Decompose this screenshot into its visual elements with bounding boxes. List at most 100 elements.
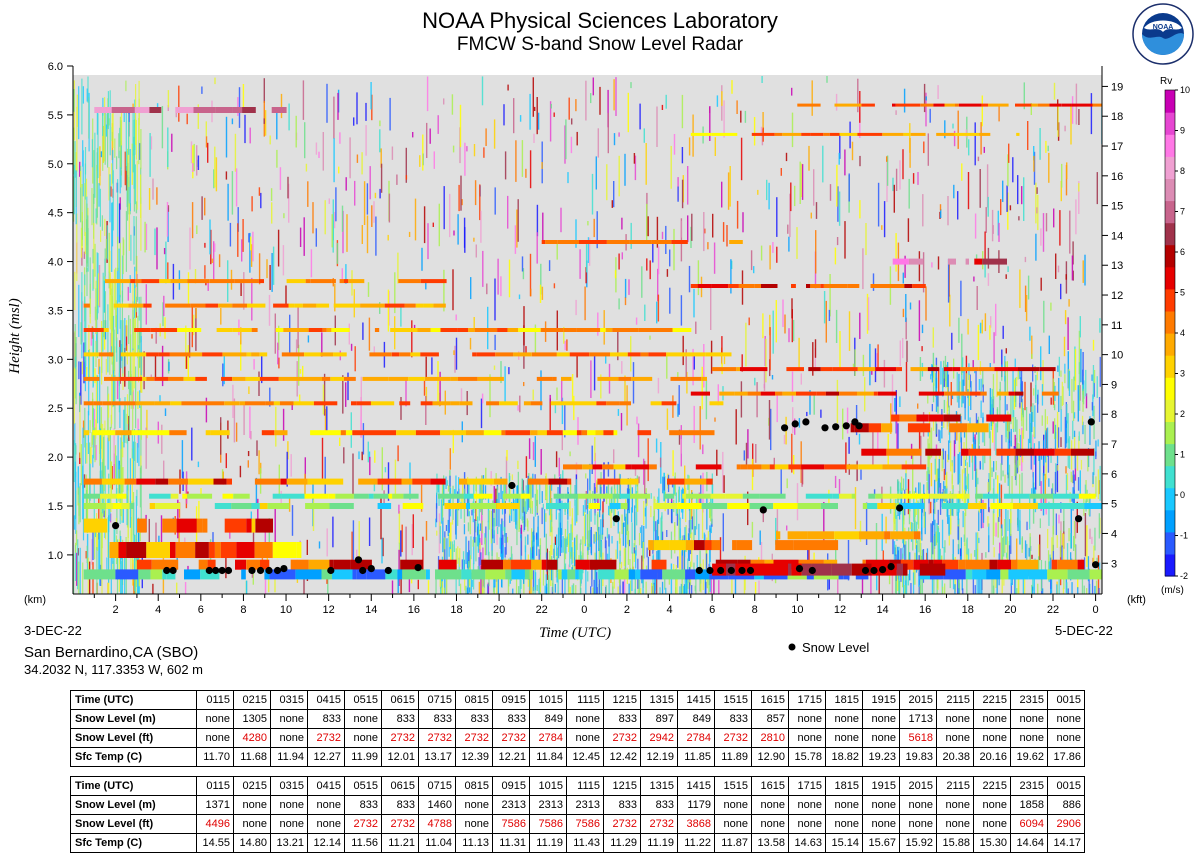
velocity-streak bbox=[197, 104, 199, 129]
velocity-streak bbox=[812, 342, 814, 376]
velocity-streak bbox=[73, 127, 75, 175]
velocity-streak bbox=[1016, 376, 1018, 387]
velocity-streak bbox=[394, 272, 396, 314]
velocity-streak bbox=[992, 585, 995, 594]
velocity-streak bbox=[666, 530, 668, 537]
snow-level-point bbox=[256, 566, 265, 575]
velocity-streak bbox=[800, 373, 802, 385]
echo-band-segment bbox=[602, 464, 614, 470]
velocity-streak bbox=[585, 267, 587, 284]
velocity-streak bbox=[613, 133, 616, 146]
velocity-streak bbox=[525, 456, 528, 478]
velocity-streak bbox=[583, 511, 586, 544]
echo-band-segment bbox=[177, 328, 202, 332]
echo-band-segment bbox=[927, 367, 940, 372]
velocity-streak bbox=[1065, 165, 1068, 196]
velocity-streak bbox=[593, 579, 595, 594]
velocity-streak bbox=[776, 395, 778, 423]
velocity-streak bbox=[1029, 498, 1031, 530]
echo-band-segment bbox=[188, 478, 214, 485]
echo-band-segment bbox=[477, 376, 496, 381]
velocity-streak bbox=[687, 166, 689, 205]
row-header: Snow Level (ft) bbox=[70, 814, 197, 834]
snow-level-point bbox=[706, 566, 714, 575]
velocity-streak bbox=[111, 202, 113, 272]
echo-band-segment bbox=[567, 376, 572, 381]
velocity-streak bbox=[521, 256, 524, 272]
echo-band-segment bbox=[472, 352, 477, 357]
echo-band-segment bbox=[868, 493, 876, 499]
velocity-streak bbox=[614, 270, 617, 279]
velocity-streak bbox=[93, 482, 95, 521]
echo-band-segment bbox=[424, 376, 451, 381]
echo-band-segment bbox=[279, 401, 294, 406]
velocity-streak bbox=[568, 575, 570, 594]
velocity-streak bbox=[1098, 480, 1100, 495]
echo-band-segment bbox=[896, 367, 902, 372]
velocity-streak bbox=[459, 548, 461, 567]
velocity-streak bbox=[1037, 194, 1039, 231]
velocity-streak bbox=[888, 568, 891, 585]
x-tick-label: 6 bbox=[709, 604, 715, 616]
velocity-streak bbox=[683, 550, 686, 573]
echo-band-segment bbox=[989, 559, 998, 570]
velocity-streak bbox=[528, 438, 531, 459]
velocity-streak bbox=[675, 568, 677, 594]
velocity-streak bbox=[989, 459, 991, 492]
velocity-streak bbox=[691, 516, 693, 530]
velocity-streak bbox=[140, 174, 142, 218]
echo-band-segment bbox=[313, 401, 338, 406]
echo-band-segment bbox=[430, 328, 441, 332]
x-tick-label: 10 bbox=[280, 604, 292, 616]
velocity-streak bbox=[985, 207, 987, 233]
velocity-streak bbox=[903, 501, 905, 525]
velocity-streak bbox=[549, 101, 552, 142]
velocity-streak bbox=[787, 224, 789, 234]
echo-band-segment bbox=[775, 391, 783, 396]
echo-band-segment bbox=[860, 423, 869, 433]
echo-band-segment bbox=[328, 493, 336, 499]
velocity-streak bbox=[926, 482, 928, 500]
velocity-streak bbox=[1025, 407, 1028, 431]
velocity-streak bbox=[763, 369, 766, 391]
velocity-streak bbox=[490, 510, 493, 544]
y-tick-label-km: 2.0 bbox=[48, 452, 63, 464]
velocity-streak bbox=[1045, 213, 1048, 232]
velocity-streak bbox=[84, 183, 86, 236]
velocity-streak bbox=[374, 192, 377, 199]
velocity-streak bbox=[397, 572, 399, 593]
velocity-streak bbox=[370, 82, 372, 110]
snow-level-point bbox=[1075, 515, 1083, 523]
velocity-streak bbox=[1006, 361, 1008, 393]
echo-band-segment bbox=[649, 464, 657, 470]
velocity-streak bbox=[664, 578, 666, 590]
velocity-streak bbox=[95, 419, 97, 439]
velocity-streak bbox=[451, 519, 454, 525]
echo-band-segment bbox=[1071, 448, 1095, 456]
velocity-streak bbox=[138, 349, 140, 383]
velocity-streak bbox=[201, 86, 203, 94]
velocity-streak bbox=[894, 547, 896, 556]
velocity-streak bbox=[80, 227, 82, 258]
velocity-streak bbox=[548, 260, 551, 271]
velocity-streak bbox=[452, 485, 454, 520]
velocity-streak bbox=[678, 514, 680, 548]
velocity-streak bbox=[1070, 104, 1072, 145]
echo-band-segment bbox=[524, 569, 530, 580]
velocity-streak bbox=[391, 580, 394, 594]
table-cell: none bbox=[973, 728, 1011, 748]
velocity-streak bbox=[857, 78, 859, 113]
velocity-streak bbox=[443, 538, 445, 561]
velocity-streak bbox=[549, 394, 551, 402]
colorbar-swatch bbox=[1165, 288, 1175, 312]
x-tick-label: 10 bbox=[791, 604, 803, 616]
echo-band-segment bbox=[729, 240, 743, 244]
velocity-streak bbox=[1064, 374, 1066, 384]
velocity-streak bbox=[947, 387, 949, 411]
velocity-streak bbox=[304, 457, 306, 485]
velocity-streak bbox=[504, 547, 506, 558]
velocity-streak bbox=[1054, 418, 1056, 440]
velocity-streak bbox=[106, 225, 108, 260]
velocity-streak bbox=[332, 516, 334, 548]
echo-band-segment bbox=[882, 132, 904, 136]
